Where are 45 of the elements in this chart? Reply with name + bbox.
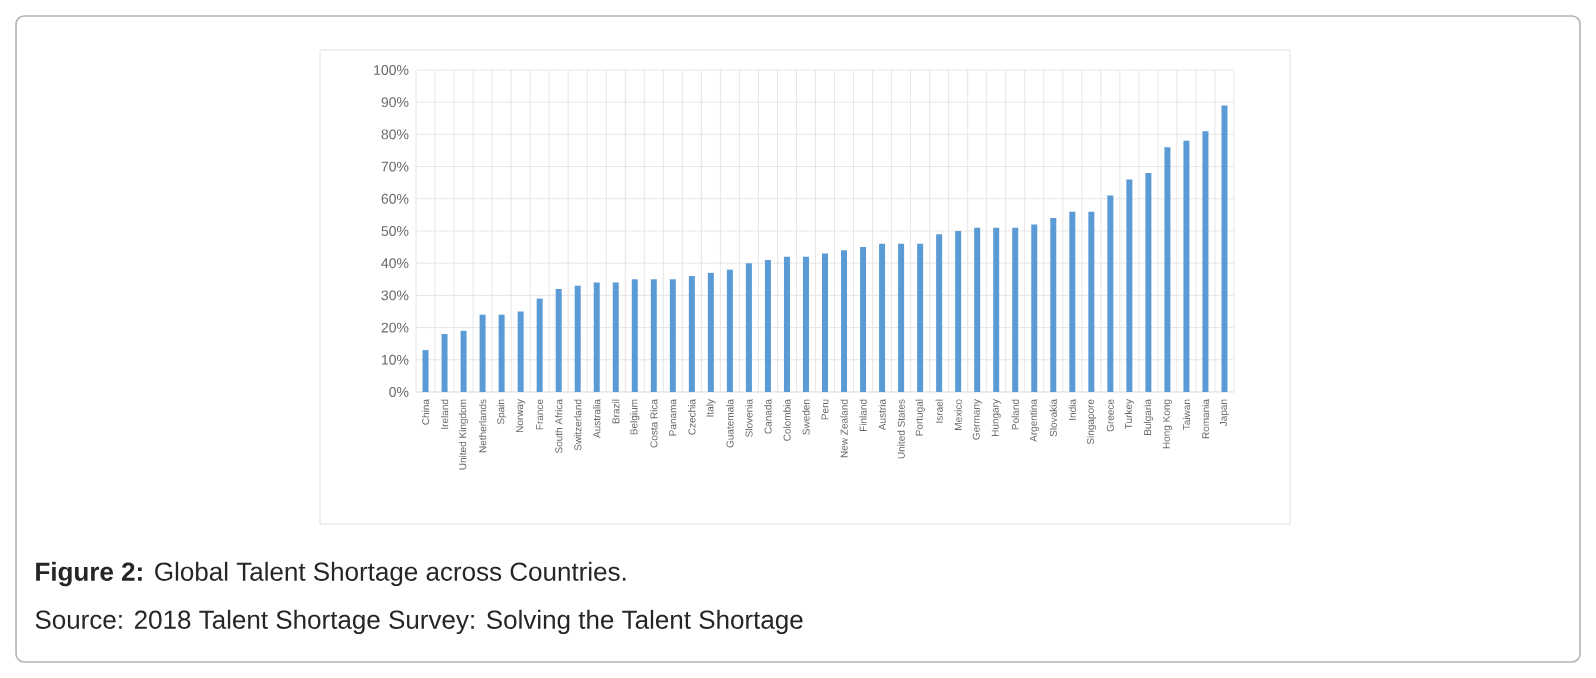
bar (898, 243, 905, 392)
bar (1164, 147, 1171, 392)
bar (955, 230, 962, 392)
bar (822, 253, 829, 392)
bar (631, 279, 638, 392)
bar (1088, 211, 1095, 392)
bar (1126, 179, 1133, 392)
bar (1221, 105, 1228, 392)
bar (917, 243, 924, 392)
bar (460, 330, 467, 392)
bar (536, 298, 543, 392)
bar (860, 247, 867, 392)
bar (764, 259, 771, 392)
source-note: Source: 2018 Talent Shortage Survey: Solving the Talent Shortage (35, 609, 803, 635)
bar (1050, 218, 1057, 392)
bar (993, 227, 1000, 392)
bar (650, 279, 657, 392)
bar (555, 288, 562, 392)
bar (1031, 224, 1038, 392)
bar (593, 282, 600, 392)
bar (936, 234, 943, 392)
bar (783, 256, 790, 392)
text: Figure 2: Global Talent Shortage across Countries. (36, 561, 626, 587)
bar (574, 285, 581, 392)
bar (726, 269, 733, 392)
bar (1183, 140, 1190, 392)
bar (479, 314, 486, 392)
bar (974, 227, 981, 392)
bar (1107, 195, 1114, 392)
bar (1012, 227, 1019, 392)
bar (1069, 211, 1076, 392)
bar (669, 279, 676, 392)
bar (879, 243, 886, 392)
bar (517, 311, 524, 392)
bar (1145, 173, 1152, 392)
bar (612, 282, 619, 392)
bar (688, 276, 695, 392)
bar (745, 263, 752, 392)
bar (498, 314, 505, 392)
bar (441, 334, 448, 392)
bar (707, 272, 714, 392)
bar (802, 256, 809, 392)
bar (422, 350, 429, 392)
bar (1202, 131, 1209, 392)
bar (841, 250, 848, 392)
